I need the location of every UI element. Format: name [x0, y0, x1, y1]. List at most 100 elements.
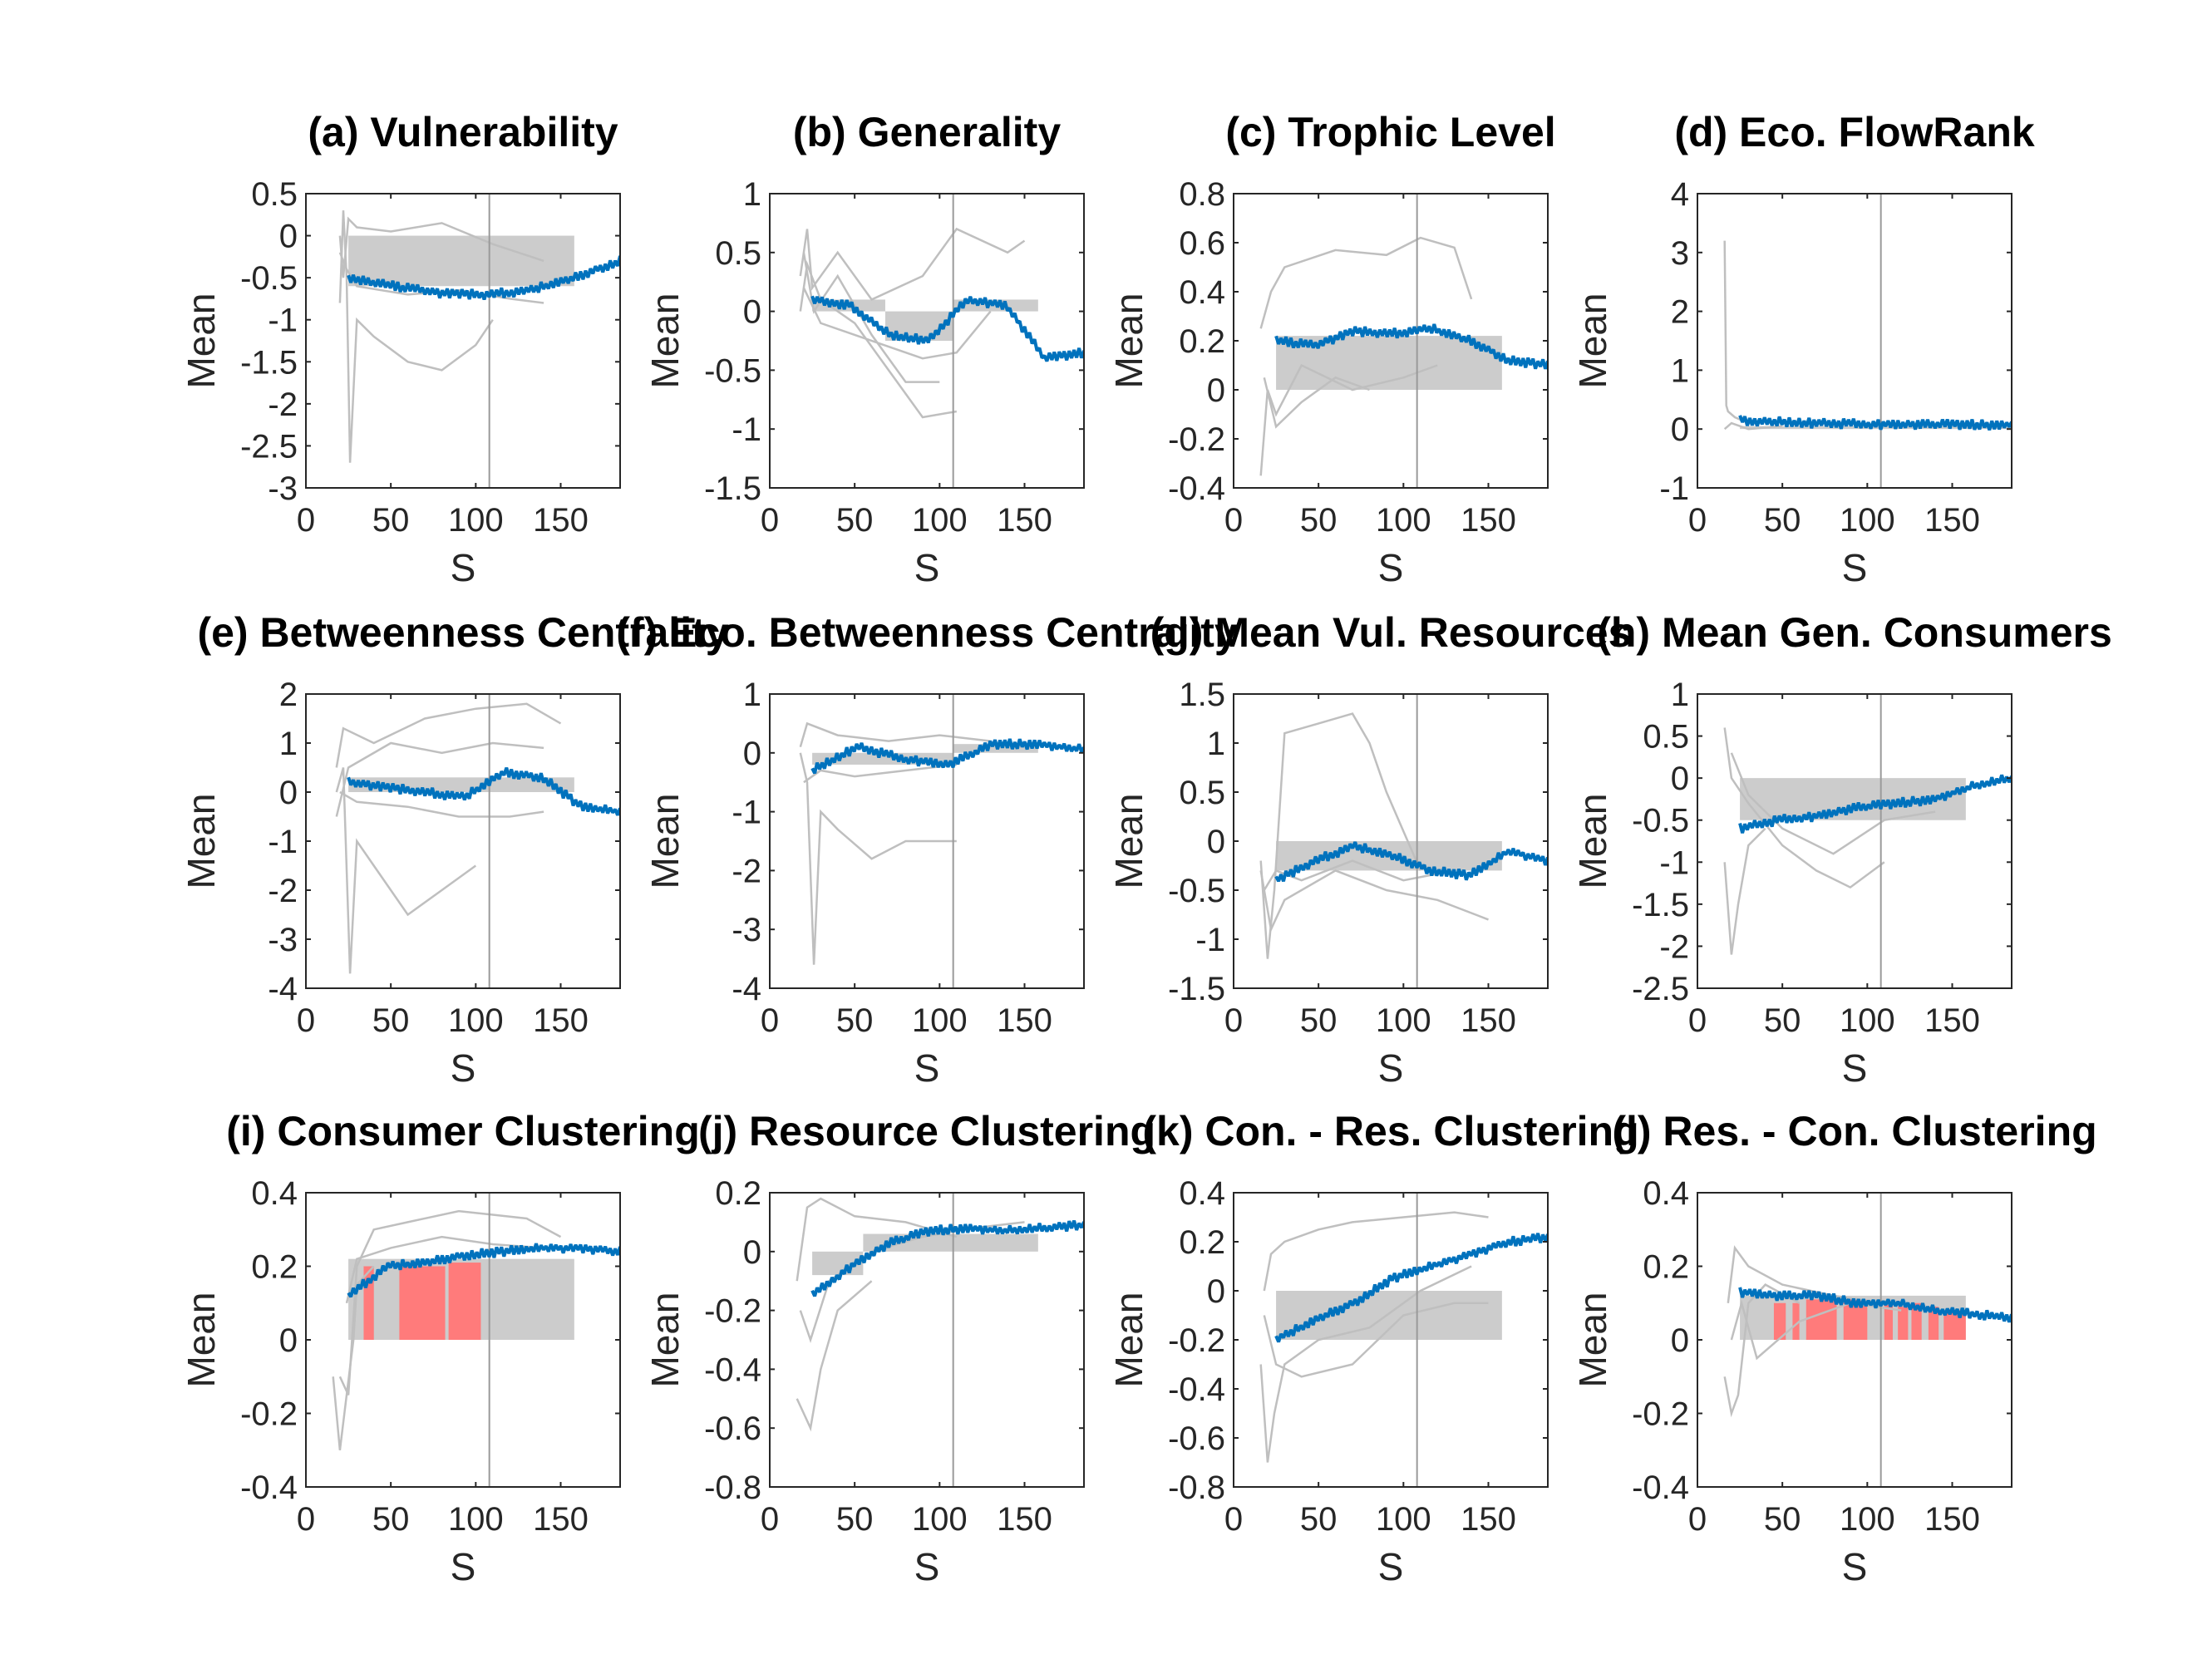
- gray-series-line: [1263, 1302, 1489, 1378]
- x-tick-label: 100: [448, 502, 504, 539]
- x-axis-label: S: [451, 1545, 476, 1588]
- y-tick-label: 0.4: [1179, 274, 1225, 311]
- chart-title: (a) Vulnerability: [308, 109, 618, 155]
- y-tick-label: 0: [743, 294, 761, 331]
- x-tick-label: 150: [997, 1002, 1052, 1039]
- x-tick-label: 150: [997, 1501, 1052, 1538]
- red-fill-region: [399, 1266, 446, 1340]
- x-tick-label: 100: [1840, 1002, 1895, 1039]
- y-tick-label: -0.2: [1632, 1396, 1689, 1433]
- axes-box: [1697, 693, 2012, 989]
- y-axis-label: Mean: [1107, 1292, 1150, 1387]
- y-tick-label: 0.5: [251, 176, 298, 213]
- x-tick-label: 50: [1300, 1501, 1338, 1538]
- gray-series-line: [1723, 421, 1783, 431]
- axes-box: [769, 193, 1085, 489]
- y-tick-label: 1: [1671, 352, 1689, 389]
- x-tick-label: 150: [997, 502, 1052, 539]
- y-tick-label: 1: [743, 176, 761, 213]
- red-fill-region: [1911, 1302, 1922, 1340]
- x-tick-label: 100: [912, 1501, 968, 1538]
- x-axis-label: S: [1378, 1046, 1404, 1090]
- gray-series-line: [1723, 827, 1766, 955]
- plot-area: [332, 1193, 620, 1487]
- red-fill-region: [448, 1263, 481, 1340]
- x-axis-label: S: [914, 546, 940, 589]
- x-tick-label: 0: [1224, 1002, 1243, 1039]
- chart-title: (l) Res. - Con. Clustering: [1612, 1108, 2096, 1154]
- plot-area: [799, 694, 1084, 988]
- gray-series-line: [1259, 1265, 1472, 1463]
- gray-series-line: [338, 1209, 562, 1396]
- gray-series-line: [335, 767, 477, 974]
- x-axis-label: S: [1842, 1545, 1868, 1588]
- x-tick-label: 50: [372, 1002, 410, 1039]
- gray-series-line: [799, 721, 991, 748]
- y-tick-label: -0.5: [704, 352, 761, 389]
- x-axis-label: S: [914, 1545, 940, 1588]
- gray-series-line: [1723, 240, 1749, 425]
- y-tick-label: -4: [732, 971, 761, 1007]
- x-tick-label: 0: [297, 502, 315, 539]
- y-tick-label: 0.6: [1179, 225, 1225, 262]
- x-axis-label: S: [1842, 1046, 1868, 1090]
- y-tick-label: 1.5: [1179, 677, 1225, 713]
- y-tick-label: -1.5: [240, 344, 298, 381]
- gray-series-line: [799, 752, 957, 965]
- plot-area: [1723, 694, 2012, 988]
- x-tick-label: 0: [1688, 1501, 1707, 1538]
- chart-title: (e) Betweenness Centrality: [197, 609, 728, 656]
- blue-mean-series: [1274, 323, 1548, 370]
- y-tick-label: -2: [1659, 928, 1689, 965]
- y-tick-label: -2: [268, 386, 298, 423]
- red-fill-region: [1898, 1302, 1909, 1340]
- x-tick-label: 150: [1924, 502, 1980, 539]
- chart-title: (b) Generality: [793, 109, 1061, 155]
- x-axis-label: S: [451, 1046, 476, 1090]
- y-tick-label: -0.4: [240, 1469, 298, 1506]
- y-tick-label: -2.5: [1632, 971, 1689, 1007]
- x-axis-label: S: [1378, 1545, 1404, 1588]
- y-axis-label: Mean: [643, 793, 687, 889]
- y-tick-label: -1.5: [1168, 971, 1225, 1007]
- x-tick-label: 0: [1224, 502, 1243, 539]
- y-tick-label: 3: [1671, 235, 1689, 272]
- red-fill-region: [1884, 1302, 1893, 1340]
- axes-box: [305, 193, 621, 489]
- x-tick-label: 0: [1224, 1501, 1243, 1538]
- y-tick-label: -2: [268, 873, 298, 909]
- plot-area: [335, 694, 620, 988]
- y-axis-label: Mean: [643, 1292, 687, 1387]
- y-tick-label: -0.2: [1168, 1322, 1225, 1359]
- plot-area: [1259, 694, 1548, 988]
- x-tick-label: 0: [761, 1002, 779, 1039]
- gray-series-line: [802, 287, 992, 360]
- x-tick-label: 100: [448, 1501, 504, 1538]
- gray-series-line: [803, 763, 957, 784]
- y-tick-label: 0.5: [715, 235, 761, 272]
- plot-area: [796, 1193, 1084, 1487]
- gray-series-line: [338, 252, 544, 304]
- blue-mean-series: [1738, 1287, 2012, 1323]
- x-tick-label: 0: [1688, 1002, 1707, 1039]
- red-fill-region: [1806, 1299, 1837, 1340]
- blue-mean-series: [347, 767, 620, 816]
- axes-box: [1697, 193, 2012, 489]
- chart-panel: 0 50 100 150 1.5 1 0.5 0 -0.5 -1 -1.5 (g) Mean Vul.…: [1107, 609, 1631, 1090]
- plot-area: [1259, 194, 1548, 488]
- gray-series-line: [1259, 712, 1421, 959]
- chart-panel: 0 50 100 150 1 0.5 0 -0.5 -1 -1.5 -2 -2.5 (h) Mean G…: [1571, 609, 2112, 1090]
- y-tick-label: 0: [1671, 411, 1689, 448]
- x-tick-label: 100: [1376, 1501, 1431, 1538]
- y-tick-label: 2: [279, 677, 298, 713]
- y-tick-label: -1.5: [1632, 887, 1689, 923]
- x-tick-label: 50: [1764, 1002, 1801, 1039]
- gray-series-line: [339, 790, 544, 818]
- y-tick-label: 1: [1207, 726, 1225, 762]
- axes-box: [305, 693, 621, 989]
- y-tick-label: 0: [1671, 761, 1689, 797]
- gray-series-line: [796, 1280, 873, 1432]
- y-axis-label: Mean: [1107, 793, 1150, 889]
- x-axis-label: S: [914, 1046, 940, 1090]
- chart-title: (f) Eco. Betweenness Centrality: [616, 609, 1238, 656]
